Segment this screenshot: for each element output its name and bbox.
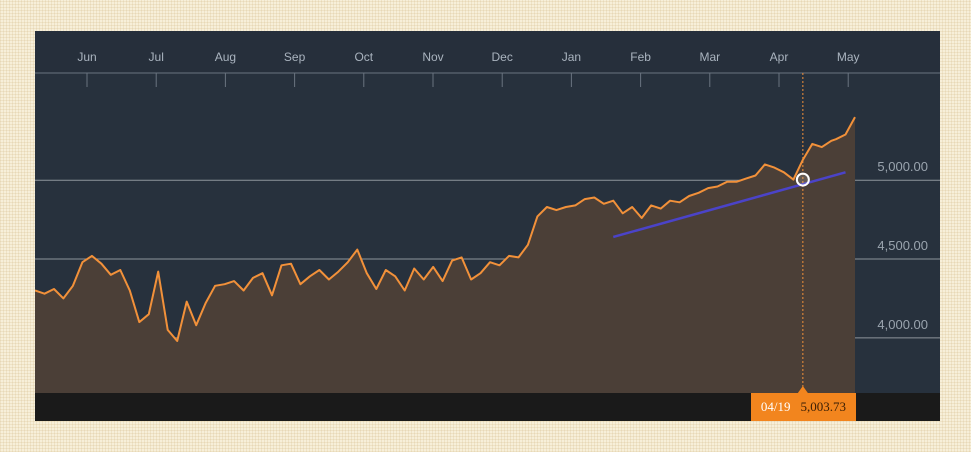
price-line xyxy=(35,116,856,342)
readout-pointer xyxy=(797,386,808,393)
month-label: Feb xyxy=(630,50,651,64)
readout-date: 04/19 xyxy=(760,399,791,414)
month-labels: Jun Jul Aug Sep Oct Nov Dec Jan Feb Mar Apr May xyxy=(77,50,859,64)
price-chart[interactable]: Jun Jul Aug Sep Oct Nov Dec Jan Feb Mar Apr May 4,0… xyxy=(35,31,940,421)
axis-band xyxy=(35,31,940,73)
y-axis-labels: 4,000.00 4,500.00 5,000.00 xyxy=(877,159,928,332)
month-label: Jul xyxy=(149,50,164,64)
month-label: Mar xyxy=(699,50,720,64)
crosshair-readout: 04/19 5,003.73 xyxy=(750,393,856,421)
readout-value: 5,003.73 xyxy=(800,399,846,414)
y-tick-label: 5,000.00 xyxy=(877,159,928,174)
price-area xyxy=(35,117,855,393)
month-label: Nov xyxy=(422,50,443,64)
crosshair-marker xyxy=(795,172,810,187)
month-label: May xyxy=(837,50,860,64)
chart-frame: Jun Jul Aug Sep Oct Nov Dec Jan Feb Mar Apr May 4,0… xyxy=(35,31,940,421)
month-label: Apr xyxy=(770,50,789,64)
y-tick-label: 4,500.00 xyxy=(877,238,928,253)
month-label: Oct xyxy=(354,50,373,64)
month-label: Jan xyxy=(562,50,581,64)
month-label: Jun xyxy=(77,50,96,64)
month-label: Dec xyxy=(492,50,513,64)
y-tick-label: 4,000.00 xyxy=(877,317,928,332)
month-ticks xyxy=(86,73,849,87)
month-label: Aug xyxy=(215,50,236,64)
month-label: Sep xyxy=(284,50,306,64)
